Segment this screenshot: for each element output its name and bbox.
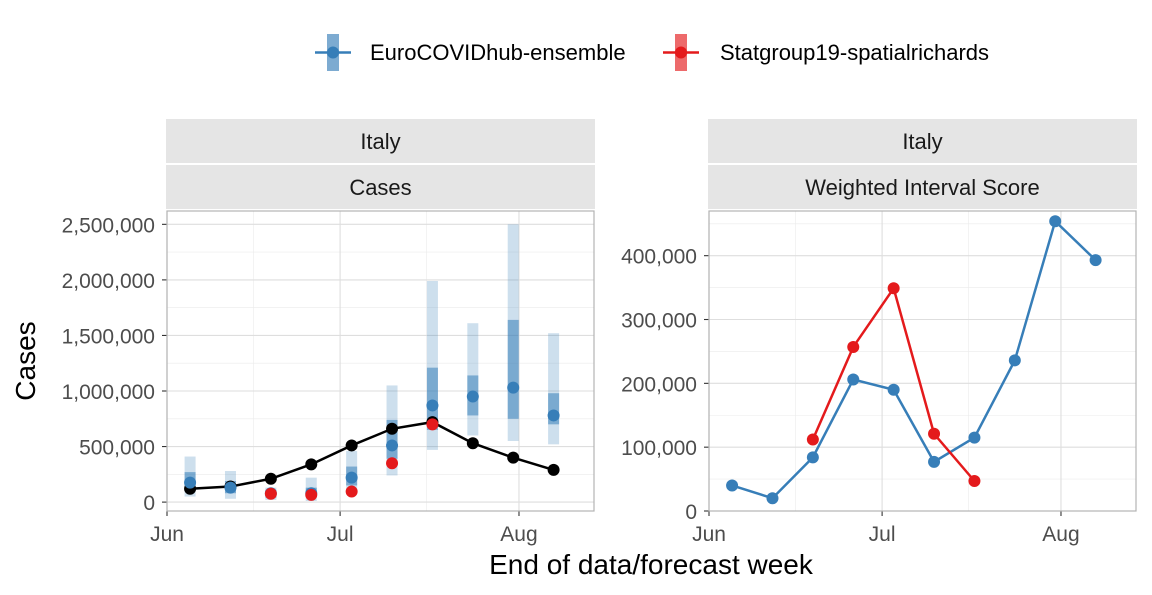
series-point <box>928 427 941 440</box>
interval-band-outer <box>548 333 560 445</box>
plot-background <box>167 211 594 511</box>
observed-point <box>305 458 318 471</box>
series-point <box>806 433 819 446</box>
series-point <box>968 431 981 444</box>
median-point <box>345 485 358 498</box>
x-tick-label: Aug <box>500 523 537 546</box>
series-point <box>1049 215 1062 228</box>
series-point <box>806 451 819 464</box>
facet-strip-label: Weighted Interval Score <box>805 175 1039 200</box>
series-point <box>766 492 779 505</box>
y-tick-label: 500,000 <box>79 437 155 460</box>
x-tick-label: Jun <box>150 523 184 546</box>
legend-item: Statgroup19-spatialrichards <box>663 34 989 71</box>
median-point <box>547 409 560 422</box>
chart-panel: Italy Cases 0 500,000 1,000,000 1,500,000 2,00… <box>10 119 595 546</box>
legend-key-point <box>327 46 339 59</box>
facet-strip <box>166 165 595 209</box>
panel-border <box>708 210 1137 512</box>
x-tick-label: Jul <box>869 523 896 546</box>
median-point <box>264 487 277 500</box>
y-tick-label: 100,000 <box>621 437 697 460</box>
series-line <box>731 218 1097 500</box>
median-point <box>507 381 520 394</box>
median-point <box>386 439 399 452</box>
interval-band-inner <box>548 393 560 425</box>
legend-label: EuroCOVIDhub-ensemble <box>370 40 626 65</box>
panel-border <box>166 210 595 512</box>
median-point <box>305 488 318 501</box>
interval-band-inner <box>426 367 438 430</box>
x-tick-label: Aug <box>1042 523 1079 546</box>
median-point <box>224 481 237 494</box>
legend-item: EuroCOVIDhub-ensemble <box>315 34 626 71</box>
x-tick-label: Jun <box>692 523 726 546</box>
series-point <box>1008 354 1021 367</box>
facet-strip <box>708 165 1137 209</box>
observed-line <box>190 420 554 491</box>
y-tick-label: 400,000 <box>621 246 697 269</box>
series-point <box>847 373 860 386</box>
facet-strip-label: Italy <box>902 129 942 154</box>
observed-point <box>507 451 520 464</box>
legend-label: Statgroup19-spatialrichards <box>720 40 989 65</box>
median-point <box>345 471 358 484</box>
facet-strip-label: Cases <box>349 175 411 200</box>
observed-point <box>264 472 277 485</box>
y-axis-title: Cases <box>10 321 41 400</box>
interval-band-inner <box>507 319 519 419</box>
y-tick-label: 200,000 <box>621 373 697 396</box>
legend-key-point <box>675 46 687 59</box>
observed-point <box>386 422 399 435</box>
y-tick-label: 0 <box>143 492 155 515</box>
x-tick-label: Jul <box>327 523 354 546</box>
median-point <box>184 476 197 489</box>
y-tick-label: 1,000,000 <box>62 381 155 404</box>
facet-strip <box>166 119 595 163</box>
interval-band-inner <box>386 419 398 459</box>
y-tick-label: 2,500,000 <box>62 214 155 237</box>
y-tick-label: 1,500,000 <box>62 325 155 348</box>
x-axis-title: End of data/forecast week <box>489 549 814 580</box>
observed-point <box>345 439 358 452</box>
series-point <box>928 455 941 468</box>
median-point <box>426 399 439 412</box>
facet-strip <box>708 119 1137 163</box>
series-point <box>847 340 860 353</box>
facet-strip-label: Italy <box>360 129 400 154</box>
series-point <box>1089 254 1102 267</box>
series-point <box>887 383 900 396</box>
observed-point <box>466 437 479 450</box>
y-tick-label: 0 <box>685 501 697 524</box>
y-tick-label: 300,000 <box>621 310 697 333</box>
legend: EuroCOVIDhub-ensemble Statgroup19-spatial… <box>315 34 989 71</box>
interval-band-outer <box>426 281 438 450</box>
median-point <box>466 390 479 403</box>
y-tick-label: 2,000,000 <box>62 270 155 293</box>
chart-panel: Italy Weighted Interval Score 0 100,000 200,… <box>621 119 1137 546</box>
median-point <box>426 418 439 431</box>
series-point <box>887 282 900 295</box>
observed-point <box>547 463 560 476</box>
series-point <box>968 475 981 487</box>
plot-background <box>709 211 1136 511</box>
series-point <box>726 479 739 492</box>
median-point <box>386 457 399 470</box>
